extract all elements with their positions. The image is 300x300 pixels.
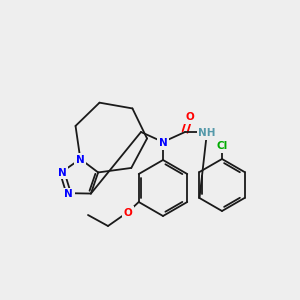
Text: O: O [124,208,132,218]
Text: N: N [76,155,85,165]
Text: NH: NH [198,128,216,138]
Text: N: N [64,189,73,199]
Text: Cl: Cl [216,141,228,151]
Text: O: O [186,112,194,122]
Text: N: N [58,168,66,178]
Text: N: N [159,138,167,148]
